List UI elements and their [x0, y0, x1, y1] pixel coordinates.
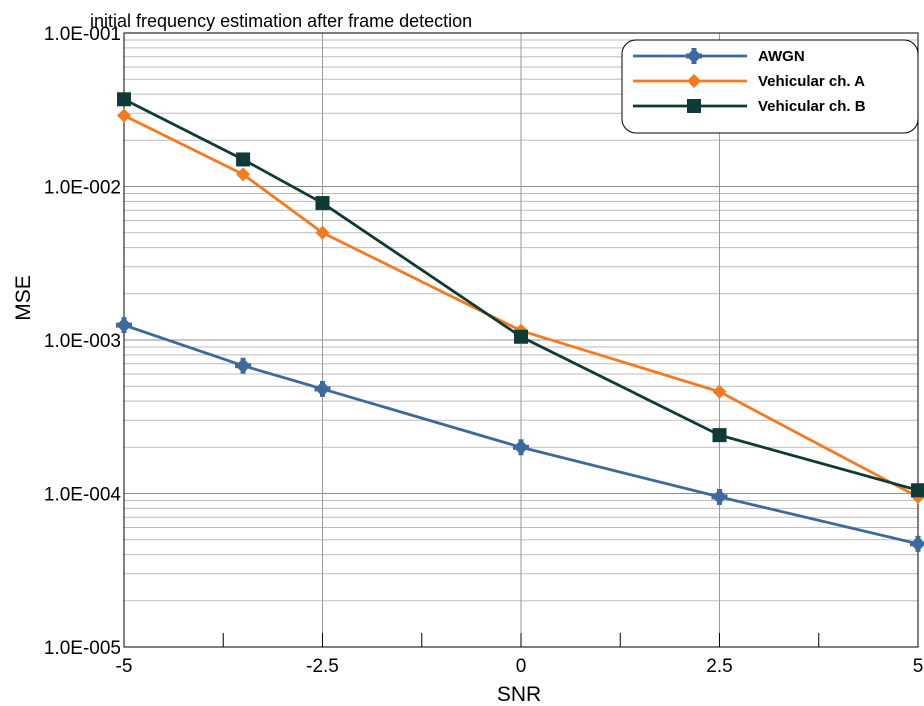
data-point [712, 428, 727, 443]
y-tick-label: 1.0E-003 [44, 331, 121, 352]
data-point [712, 384, 727, 399]
data-point [315, 196, 330, 211]
data-point [911, 483, 924, 498]
data-point [513, 439, 529, 456]
data-point-vbar [717, 488, 722, 505]
series-layer [116, 92, 924, 552]
x-tick-label: 2.5 [706, 656, 732, 677]
data-point [910, 535, 924, 552]
y-tick-label: 1.0E-005 [44, 638, 121, 659]
data-point-vbar [121, 317, 127, 334]
y-tick-label: 1.0E-004 [44, 485, 122, 506]
legend-entry: Vehicular ch. A [758, 73, 865, 90]
x-axis-title: SNR [497, 683, 541, 706]
y-axis-title: MSE [12, 275, 35, 321]
data-point-vbar [518, 439, 524, 456]
data-point [514, 329, 528, 344]
chart-title: initial frequency estimation after frame… [90, 11, 472, 31]
x-tick-label: 5 [913, 656, 924, 677]
x-tick-label: 0 [516, 656, 527, 677]
data-point [236, 167, 251, 182]
grid [124, 32, 918, 648]
data-point-vbar [320, 380, 325, 397]
axes: 1.0E-005 1.0E-004 1.0E-003 1.0E-002 1.0E-001… [44, 24, 923, 677]
data-point [686, 48, 702, 64]
data-point [117, 108, 131, 123]
series-line [123, 114, 919, 499]
data-point [314, 380, 331, 397]
data-point-vbar [240, 357, 246, 374]
data-point-vbar [691, 48, 697, 64]
y-tick-label: 1.0E-001 [44, 24, 121, 45]
data-point-vbar [915, 535, 921, 552]
data-point [117, 92, 131, 107]
legend: AWGN Vehicular ch. A Vehicular ch. B [621, 39, 919, 134]
series-line [123, 323, 919, 546]
x-tick-label: -5 [116, 656, 133, 677]
data-point [315, 225, 330, 240]
data-point [235, 357, 252, 374]
data-point [116, 317, 132, 334]
series-line [123, 98, 919, 492]
data-point [687, 99, 701, 113]
legend-entry: Vehicular ch. B [758, 98, 866, 115]
y-tick-label: 1.0E-002 [44, 178, 121, 199]
data-point [236, 152, 251, 167]
series-vehicular-ch-b [117, 92, 924, 498]
series-awgn [116, 317, 924, 552]
legend-entry: AWGN [758, 48, 805, 65]
x-tick-label: -2.5 [306, 656, 339, 677]
data-point [711, 488, 728, 505]
data-point [687, 74, 701, 88]
